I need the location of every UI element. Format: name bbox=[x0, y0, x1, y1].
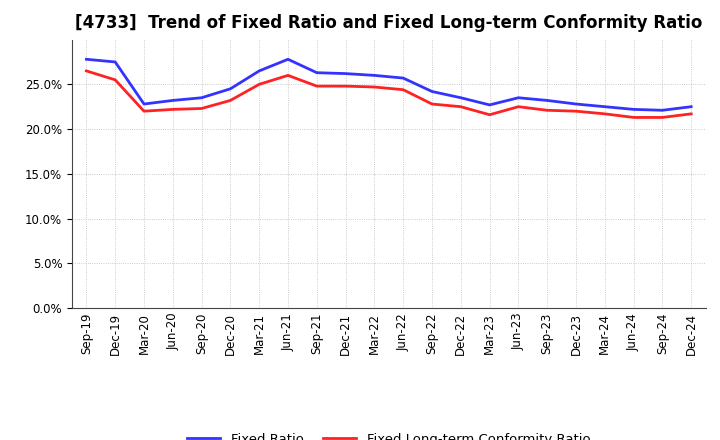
Fixed Long-term Conformity Ratio bbox=[485, 112, 494, 117]
Fixed Long-term Conformity Ratio bbox=[543, 108, 552, 113]
Fixed Long-term Conformity Ratio bbox=[197, 106, 206, 111]
Fixed Ratio bbox=[543, 98, 552, 103]
Line: Fixed Long-term Conformity Ratio: Fixed Long-term Conformity Ratio bbox=[86, 71, 691, 117]
Fixed Long-term Conformity Ratio bbox=[456, 104, 465, 109]
Fixed Long-term Conformity Ratio bbox=[629, 115, 638, 120]
Fixed Ratio bbox=[111, 59, 120, 65]
Fixed Ratio bbox=[600, 104, 609, 109]
Fixed Long-term Conformity Ratio bbox=[658, 115, 667, 120]
Fixed Ratio bbox=[284, 57, 292, 62]
Line: Fixed Ratio: Fixed Ratio bbox=[86, 59, 691, 110]
Fixed Long-term Conformity Ratio bbox=[600, 111, 609, 117]
Fixed Ratio bbox=[226, 86, 235, 92]
Fixed Ratio bbox=[658, 108, 667, 113]
Fixed Long-term Conformity Ratio bbox=[255, 82, 264, 87]
Fixed Long-term Conformity Ratio bbox=[514, 104, 523, 109]
Fixed Ratio bbox=[456, 95, 465, 100]
Fixed Ratio bbox=[399, 75, 408, 81]
Fixed Long-term Conformity Ratio bbox=[284, 73, 292, 78]
Fixed Ratio bbox=[572, 101, 580, 106]
Fixed Long-term Conformity Ratio bbox=[428, 101, 436, 106]
Title: [4733]  Trend of Fixed Ratio and Fixed Long-term Conformity Ratio: [4733] Trend of Fixed Ratio and Fixed Lo… bbox=[75, 15, 703, 33]
Fixed Long-term Conformity Ratio bbox=[312, 84, 321, 89]
Fixed Long-term Conformity Ratio bbox=[370, 84, 379, 90]
Fixed Ratio bbox=[370, 73, 379, 78]
Fixed Ratio bbox=[255, 68, 264, 73]
Fixed Ratio bbox=[197, 95, 206, 100]
Fixed Ratio bbox=[168, 98, 177, 103]
Fixed Long-term Conformity Ratio bbox=[399, 87, 408, 92]
Fixed Ratio bbox=[485, 102, 494, 107]
Fixed Ratio bbox=[341, 71, 350, 76]
Fixed Long-term Conformity Ratio bbox=[82, 68, 91, 73]
Legend: Fixed Ratio, Fixed Long-term Conformity Ratio: Fixed Ratio, Fixed Long-term Conformity … bbox=[182, 427, 595, 440]
Fixed Ratio bbox=[514, 95, 523, 100]
Fixed Ratio bbox=[82, 57, 91, 62]
Fixed Ratio bbox=[687, 104, 696, 109]
Fixed Long-term Conformity Ratio bbox=[226, 98, 235, 103]
Fixed Long-term Conformity Ratio bbox=[140, 109, 148, 114]
Fixed Ratio bbox=[629, 107, 638, 112]
Fixed Ratio bbox=[140, 101, 148, 106]
Fixed Long-term Conformity Ratio bbox=[572, 109, 580, 114]
Fixed Ratio bbox=[428, 89, 436, 94]
Fixed Long-term Conformity Ratio bbox=[687, 111, 696, 117]
Fixed Long-term Conformity Ratio bbox=[341, 84, 350, 89]
Fixed Long-term Conformity Ratio bbox=[111, 77, 120, 82]
Fixed Long-term Conformity Ratio bbox=[168, 107, 177, 112]
Fixed Ratio bbox=[312, 70, 321, 75]
